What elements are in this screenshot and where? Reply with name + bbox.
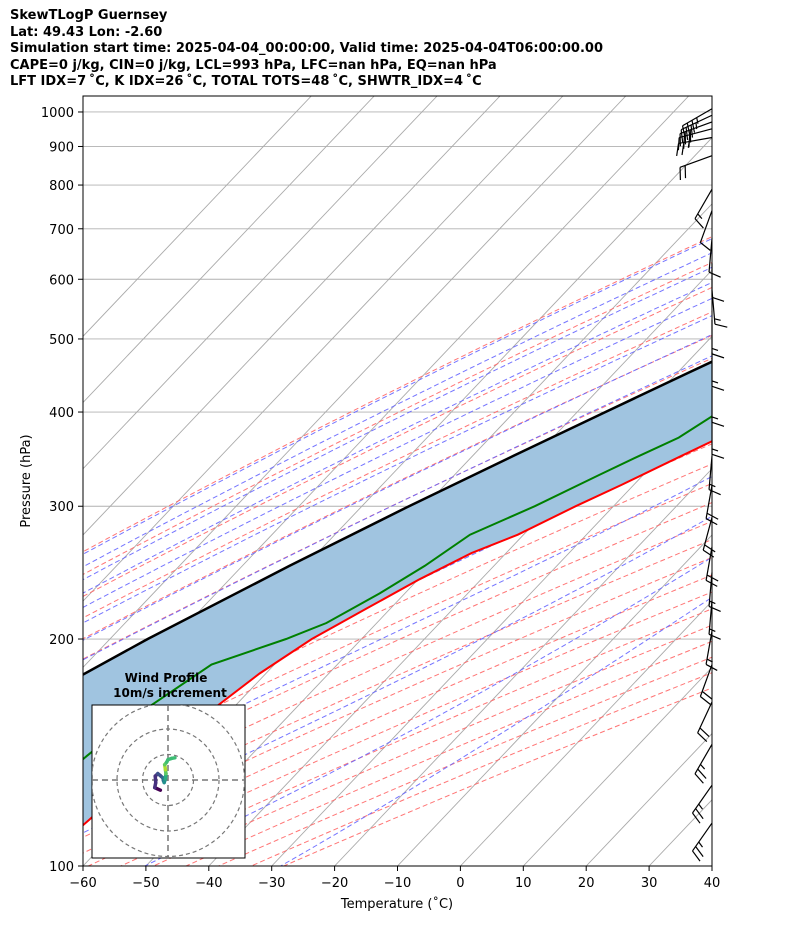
dewpoint-line — [83, 415, 712, 761]
x-tick-label: 30 — [641, 876, 658, 891]
dry-adiabat — [83, 236, 712, 553]
wind-barb — [711, 319, 725, 359]
isotherm-line — [585, 732, 712, 866]
isotherm-line — [648, 799, 712, 866]
isotherm-line — [83, 96, 564, 602]
wind-barbs — [676, 108, 728, 862]
moist-adiabat — [83, 355, 712, 661]
x-tick-label: 20 — [578, 876, 595, 891]
y-tick-label: 100 — [49, 860, 74, 875]
wind-barb — [692, 822, 713, 862]
y-tick-label: 900 — [49, 140, 74, 155]
isotherm-line — [397, 534, 712, 866]
y-axis-label: Pressure (hPa) — [19, 434, 34, 527]
title-times: Simulation start time: 2025-04-04_00:00:… — [10, 41, 603, 56]
x-tick-label: 0 — [456, 876, 464, 891]
title-cape-indices: CAPE=0 j/kg, CIN=0 j/kg, LCL=993 hPa, LF… — [10, 57, 497, 73]
y-tick-label: 300 — [49, 500, 74, 515]
dry-adiabat — [83, 261, 712, 576]
x-tick-label: −50 — [132, 876, 159, 891]
isotherm-line — [83, 96, 375, 404]
wind-barb — [699, 664, 713, 705]
isotherm-line — [83, 96, 438, 470]
inset-title: Wind Profile — [125, 671, 208, 685]
isotherm-line — [83, 96, 690, 735]
axis-ticks: −60 −50 −40 −30 −20 −10 0 10 20 30 40 100 200 300 400 5… — [41, 106, 720, 891]
x-axis-label: Temperature (˚C) — [340, 896, 453, 912]
isotherm-line — [83, 96, 312, 337]
y-tick-label: 700 — [49, 223, 74, 238]
cape-shading — [83, 361, 712, 826]
wind-barb — [692, 784, 713, 824]
parcel-profile-line — [83, 360, 712, 677]
moist-adiabat — [83, 297, 712, 608]
isotherm-line — [711, 865, 712, 866]
isotherm-line — [775, 96, 794, 866]
x-tick-label: −60 — [69, 876, 96, 891]
wind-barb — [694, 744, 713, 784]
dry-adiabat — [83, 286, 712, 597]
wind-barb — [697, 701, 713, 742]
x-tick-label: −20 — [321, 876, 348, 891]
moist-adiabat — [83, 266, 712, 581]
x-tick-label: −30 — [258, 876, 285, 891]
y-tick-label: 800 — [49, 179, 74, 194]
moist-adiabat — [83, 315, 712, 624]
wind-barb — [705, 485, 719, 526]
wind-barb — [711, 352, 725, 391]
x-tick-label: 10 — [515, 876, 532, 891]
wind-barb — [708, 238, 721, 278]
hodograph-segment — [170, 756, 177, 761]
isotherm-line — [460, 600, 712, 866]
wind-barb — [705, 630, 718, 671]
x-tick-label: −40 — [195, 876, 222, 891]
wind-barb — [702, 517, 716, 558]
wind-barb — [711, 263, 725, 302]
moist-adiabat — [83, 281, 712, 594]
temperature-line — [83, 440, 712, 827]
isotherm-line — [334, 468, 712, 866]
wind-barb — [711, 290, 728, 328]
title-stability-indices: LFT IDX=7 ˚C, K IDX=26 ˚C, TOTAL TOTS=48… — [10, 74, 482, 89]
dry-adiabat — [83, 334, 712, 640]
title-location: Lat: 49.43 Lon: -2.60 — [10, 24, 163, 40]
wind-barb — [679, 155, 713, 180]
isotherm-line — [83, 96, 627, 669]
wind-barb — [676, 136, 713, 157]
profile-lines — [83, 360, 712, 827]
wind-barb — [711, 388, 725, 427]
y-tick-label: 200 — [49, 633, 74, 648]
dry-adiabat — [83, 520, 712, 806]
inset-subtitle: 10m/s increment — [113, 686, 227, 700]
wind-barb — [708, 572, 721, 613]
isotherm-line — [271, 401, 712, 866]
isotherm-line — [522, 666, 712, 866]
chart-title-block: SkewTLogP Guernsey Lat: 49.43 Lon: -2.60… — [10, 8, 603, 91]
title-station: SkewTLogP Guernsey — [10, 8, 168, 23]
wind-barb — [694, 188, 713, 229]
x-tick-label: −10 — [384, 876, 411, 891]
wind-barb — [680, 114, 713, 143]
isotherm-line — [83, 96, 501, 536]
y-tick-label: 500 — [49, 333, 74, 348]
wind-barb — [711, 420, 725, 459]
y-tick-label: 1000 — [41, 106, 74, 121]
y-tick-label: 600 — [49, 273, 74, 288]
wind-barb — [699, 210, 713, 251]
dry-adiabat — [83, 482, 712, 772]
x-tick-label: 40 — [704, 876, 721, 891]
cape-cin-area — [83, 361, 712, 826]
wind-barb — [708, 600, 721, 640]
y-tick-label: 400 — [49, 406, 74, 421]
